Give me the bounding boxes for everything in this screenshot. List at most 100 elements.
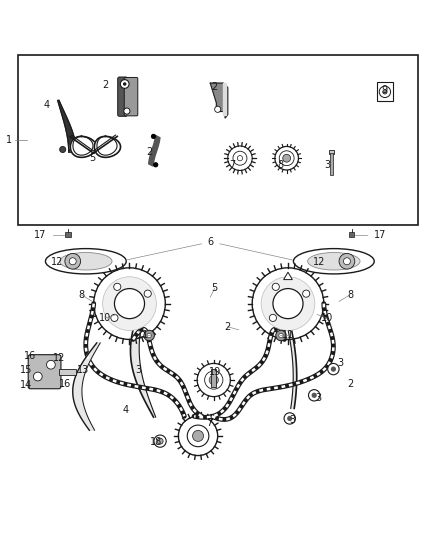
Bar <box>211 369 216 386</box>
Circle shape <box>193 431 204 441</box>
Circle shape <box>269 314 276 321</box>
Circle shape <box>273 288 303 319</box>
Text: 2: 2 <box>146 147 152 157</box>
Circle shape <box>60 147 66 152</box>
Circle shape <box>339 253 355 269</box>
Text: 4: 4 <box>122 405 128 415</box>
Polygon shape <box>131 293 155 417</box>
Polygon shape <box>210 83 228 118</box>
Circle shape <box>383 90 387 94</box>
Text: 7: 7 <box>206 418 212 428</box>
Circle shape <box>124 108 130 114</box>
FancyBboxPatch shape <box>118 77 127 116</box>
Circle shape <box>237 156 243 161</box>
Bar <box>377 82 393 101</box>
Circle shape <box>33 372 42 381</box>
Circle shape <box>157 438 163 444</box>
Circle shape <box>287 416 292 421</box>
Text: 5: 5 <box>212 284 218 293</box>
Text: 2: 2 <box>347 378 353 389</box>
Text: 13: 13 <box>77 366 89 375</box>
Text: 8: 8 <box>277 160 283 170</box>
Circle shape <box>153 162 158 167</box>
Circle shape <box>252 268 324 340</box>
Text: 14: 14 <box>20 380 32 390</box>
Circle shape <box>205 371 223 389</box>
Text: 2: 2 <box>225 322 231 332</box>
Circle shape <box>215 106 221 112</box>
Circle shape <box>123 82 127 86</box>
Polygon shape <box>71 136 96 157</box>
Circle shape <box>283 154 290 162</box>
Text: 17: 17 <box>34 230 46 240</box>
Ellipse shape <box>60 253 112 270</box>
Text: 6: 6 <box>207 238 213 247</box>
Text: 19: 19 <box>208 367 221 377</box>
Circle shape <box>154 435 166 447</box>
Circle shape <box>187 425 209 447</box>
Ellipse shape <box>46 248 126 274</box>
Circle shape <box>209 375 219 385</box>
Bar <box>59 369 76 375</box>
Circle shape <box>114 288 145 319</box>
Bar <box>65 232 71 237</box>
Circle shape <box>343 258 350 265</box>
Text: 16: 16 <box>59 378 71 389</box>
Text: 15: 15 <box>20 366 32 375</box>
Polygon shape <box>58 100 76 152</box>
Text: 5: 5 <box>89 153 95 163</box>
Circle shape <box>120 79 129 88</box>
Bar <box>349 232 354 237</box>
Circle shape <box>69 258 76 265</box>
FancyBboxPatch shape <box>28 354 61 389</box>
Circle shape <box>328 364 339 375</box>
Text: 8: 8 <box>347 290 353 300</box>
Circle shape <box>94 268 165 340</box>
Circle shape <box>102 277 156 330</box>
Circle shape <box>303 290 310 297</box>
Polygon shape <box>284 272 292 280</box>
Text: 11: 11 <box>282 330 294 341</box>
Bar <box>18 55 418 225</box>
Circle shape <box>308 390 320 401</box>
Circle shape <box>311 393 317 398</box>
Circle shape <box>144 330 154 341</box>
Circle shape <box>228 146 252 171</box>
Polygon shape <box>223 83 226 115</box>
Circle shape <box>233 151 247 165</box>
Text: 2: 2 <box>212 82 218 92</box>
Circle shape <box>284 413 295 424</box>
Circle shape <box>144 290 151 297</box>
Circle shape <box>178 416 218 456</box>
Text: 10: 10 <box>99 313 112 323</box>
Text: 3: 3 <box>337 358 343 368</box>
Circle shape <box>275 147 298 170</box>
Text: 12: 12 <box>313 257 325 267</box>
Circle shape <box>46 360 55 369</box>
Circle shape <box>147 333 151 338</box>
Text: 2: 2 <box>102 80 109 90</box>
Polygon shape <box>149 135 160 166</box>
Ellipse shape <box>307 253 360 270</box>
Bar <box>329 150 334 154</box>
Circle shape <box>261 277 315 330</box>
Circle shape <box>331 367 336 372</box>
Polygon shape <box>94 136 120 157</box>
Circle shape <box>111 314 118 321</box>
Text: 8: 8 <box>78 290 85 300</box>
Circle shape <box>65 253 81 269</box>
Text: 3: 3 <box>324 160 330 170</box>
Text: 7: 7 <box>229 160 235 170</box>
Text: 9: 9 <box>382 85 388 95</box>
Circle shape <box>279 333 283 338</box>
Circle shape <box>197 364 230 397</box>
Text: 3: 3 <box>289 415 295 425</box>
Polygon shape <box>280 297 297 408</box>
Text: 12: 12 <box>53 353 66 363</box>
Circle shape <box>279 151 294 166</box>
Text: 10: 10 <box>321 313 333 323</box>
Ellipse shape <box>293 248 374 274</box>
FancyBboxPatch shape <box>124 77 138 116</box>
Text: 18: 18 <box>149 437 162 447</box>
Circle shape <box>272 283 279 290</box>
